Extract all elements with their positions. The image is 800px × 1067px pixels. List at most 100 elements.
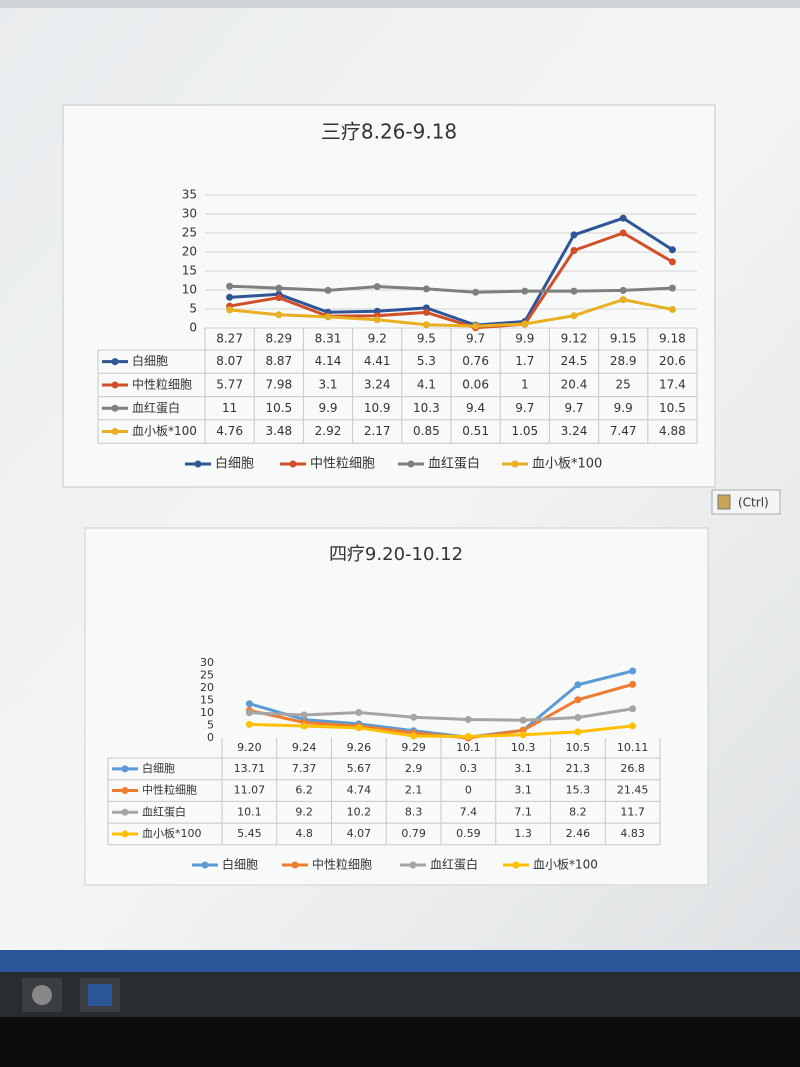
table-value: 6.2 — [295, 784, 313, 797]
table-value: 25 — [616, 377, 631, 391]
table-value: 10.2 — [347, 805, 372, 818]
legend-key-marker — [407, 460, 415, 468]
legend-key-marker — [289, 460, 297, 468]
table-value: 10.1 — [237, 805, 262, 818]
legend-label: 白细胞 — [222, 857, 258, 872]
table-value: 3.1 — [514, 762, 532, 775]
data-point — [226, 282, 234, 290]
table-value: 0.59 — [456, 827, 481, 840]
data-point — [410, 732, 418, 740]
table-value: 3.24 — [561, 424, 588, 438]
table-value: 1 — [521, 377, 529, 391]
x-tick-label: 9.9 — [515, 332, 534, 346]
series-line — [229, 231, 674, 330]
paste-options-button[interactable]: (Ctrl) — [711, 489, 781, 515]
table-value: 8.87 — [265, 354, 292, 368]
monitor-bezel — [0, 1017, 800, 1067]
table-value: 5.77 — [216, 377, 243, 391]
table-value: 9.4 — [466, 401, 485, 415]
data-point — [275, 311, 283, 319]
data-point — [373, 316, 381, 324]
table-value: 1.3 — [514, 827, 532, 840]
table-value: 0.51 — [462, 424, 489, 438]
data-point — [464, 733, 472, 741]
table-row-label: 血小板*100 — [142, 826, 202, 840]
table-value: 2.46 — [566, 827, 591, 840]
data-point — [245, 700, 253, 708]
table-value: 0.06 — [462, 377, 489, 391]
x-tick-label: 9.2 — [368, 332, 387, 346]
data-point — [570, 246, 578, 254]
table-row-label: 血红蛋白 — [132, 400, 180, 415]
table-value: 9.7 — [564, 401, 583, 415]
data-point — [570, 231, 578, 239]
data-point — [521, 320, 529, 328]
data-point — [619, 229, 627, 237]
table-value: 21.3 — [566, 762, 591, 775]
table-value: 8.2 — [569, 805, 587, 818]
data-point — [570, 312, 578, 320]
data-point — [521, 287, 529, 295]
table-value: 4.1 — [417, 377, 436, 391]
table-value: 11.7 — [620, 805, 645, 818]
table-value: 0.85 — [413, 424, 440, 438]
y-tick-label: 20 — [182, 245, 197, 259]
table-value: 3.24 — [364, 377, 391, 391]
data-point — [619, 296, 627, 304]
x-tick-label: 10.3 — [511, 741, 536, 754]
data-point — [355, 709, 363, 716]
y-tick-label: 10 — [182, 283, 197, 297]
legend-label: 血小板*100 — [532, 457, 602, 472]
data-point — [226, 306, 234, 314]
table-value: 4.41 — [364, 354, 391, 368]
data-point — [574, 728, 582, 736]
table-value: 5.45 — [237, 827, 262, 840]
x-tick-label: 10.5 — [566, 741, 591, 754]
data-point — [619, 214, 627, 222]
legend-label: 血红蛋白 — [430, 857, 478, 872]
table-value: 0.3 — [460, 762, 478, 775]
data-point — [275, 284, 283, 292]
ruler — [0, 0, 800, 8]
x-tick-label: 9.26 — [347, 741, 372, 754]
table-value: 9.9 — [614, 401, 633, 415]
table-key-marker — [111, 381, 119, 389]
y-tick-label: 25 — [182, 226, 197, 240]
y-tick-label: 5 — [189, 302, 197, 316]
data-point — [472, 288, 480, 296]
data-point — [245, 720, 253, 728]
data-point — [373, 283, 381, 291]
table-key-marker — [121, 787, 129, 795]
table-value: 26.8 — [620, 762, 645, 775]
taskbar — [0, 972, 800, 1017]
table-value: 7.98 — [265, 377, 292, 391]
x-tick-label: 9.24 — [292, 741, 317, 754]
table-key-marker — [121, 830, 129, 838]
paste-options-label[interactable]: (Ctrl) — [738, 496, 769, 510]
data-point — [619, 286, 627, 294]
data-point — [245, 709, 253, 717]
table-key-marker — [111, 358, 119, 366]
chart-box — [62, 104, 716, 488]
table-value: 13.71 — [234, 762, 266, 775]
legend-key-marker — [291, 861, 299, 869]
app-icon — [32, 985, 52, 1005]
table-value: 28.9 — [610, 354, 637, 368]
data-point — [464, 716, 472, 723]
data-point — [668, 284, 676, 292]
table-value: 0.79 — [401, 827, 426, 840]
data-point — [570, 287, 578, 295]
data-point — [324, 313, 332, 321]
data-point — [629, 680, 637, 688]
legend-key-marker — [511, 460, 519, 468]
table-value: 7.37 — [292, 762, 317, 775]
y-tick-label: 15 — [182, 264, 197, 278]
data-point — [324, 286, 332, 294]
table-row-label: 血小板*100 — [132, 424, 197, 438]
table-value: 20.4 — [561, 377, 588, 391]
table-value: 3.48 — [265, 424, 292, 438]
data-point — [668, 258, 676, 266]
table-value: 24.5 — [561, 354, 588, 368]
table-key-marker — [111, 428, 119, 436]
